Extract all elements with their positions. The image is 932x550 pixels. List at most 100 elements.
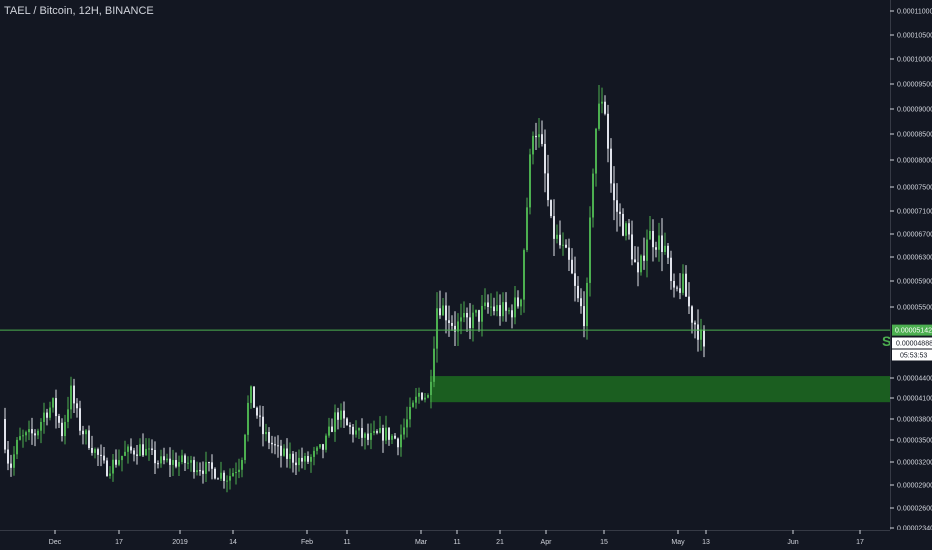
candle-body	[115, 459, 117, 465]
time-tick-label: 2019	[172, 539, 188, 546]
time-axis: Dec 17 2019 14 Feb 11 Mar 11 21 Apr 15 May 13 Jun 17	[0, 530, 890, 550]
candle-body	[694, 322, 696, 325]
candle-body	[31, 429, 33, 434]
candle-body	[178, 462, 180, 467]
support-marker: S	[882, 333, 890, 349]
candle-body	[145, 448, 147, 456]
candle-body	[655, 247, 657, 250]
candle-body	[112, 459, 114, 474]
candle-body	[412, 402, 414, 407]
candle-body	[475, 310, 477, 313]
candle-body	[316, 447, 318, 451]
price-tick-label: 0.00010500	[897, 33, 932, 40]
candle-body	[157, 463, 159, 465]
candle-body	[400, 434, 402, 448]
candle-body	[76, 403, 78, 409]
time-tick-label: 11	[343, 539, 350, 546]
candle-body	[340, 410, 342, 420]
price-tick-label: 0.00008000	[897, 158, 932, 165]
candle-body	[148, 448, 150, 450]
time-axis-background	[0, 530, 890, 550]
candle-body	[187, 462, 189, 464]
candle-body	[595, 128, 597, 174]
candle-body	[325, 435, 327, 450]
candle-body	[583, 306, 585, 327]
candle-body	[334, 412, 336, 432]
candle-body	[502, 302, 504, 317]
candle-body	[103, 455, 105, 461]
candle-body	[280, 445, 282, 456]
time-tick-label: Jun	[787, 539, 798, 546]
candle-body	[670, 257, 672, 281]
candle-body	[346, 418, 348, 426]
candle-body	[577, 285, 579, 299]
candle-body	[91, 447, 93, 453]
candle-body	[637, 262, 639, 273]
candle-body	[478, 310, 480, 322]
candle-body	[250, 386, 252, 403]
candle-body	[133, 450, 135, 455]
candle-body	[238, 469, 240, 473]
candle-body	[589, 217, 591, 283]
candle-body	[559, 234, 561, 246]
candle-body	[100, 454, 102, 456]
candle-body	[211, 462, 213, 469]
candle-body	[526, 207, 528, 251]
candle-body	[328, 426, 330, 436]
candle-body	[127, 446, 129, 452]
price-tick-label: 0.00006700	[897, 232, 932, 239]
time-tick-label: Feb	[301, 539, 313, 546]
candle-body	[7, 449, 9, 464]
candle-body	[175, 460, 177, 467]
candle-body	[427, 394, 429, 398]
candle-body	[520, 299, 522, 307]
candle-body	[394, 435, 396, 439]
candle-body	[403, 427, 405, 435]
candle-body	[658, 235, 660, 250]
candle-body	[385, 427, 387, 441]
candle-body	[409, 406, 411, 420]
candle-body	[49, 407, 51, 418]
time-tick-label: Apr	[541, 539, 553, 546]
candle-body	[241, 460, 243, 470]
candle-body	[439, 308, 441, 316]
candle-body	[580, 298, 582, 307]
candle-body	[571, 259, 573, 274]
candle-body	[142, 444, 144, 456]
candle-body	[358, 428, 360, 431]
candle-body	[634, 259, 636, 263]
candle-body	[223, 472, 225, 481]
time-tick-label: 17	[856, 539, 864, 546]
candle-body	[697, 324, 699, 340]
price-tick-label: 0.00009500	[897, 82, 932, 89]
candle-body	[673, 280, 675, 288]
candle-body	[88, 430, 90, 448]
price-tick-label: 0.00002900	[897, 483, 932, 490]
candle-body	[448, 320, 450, 323]
candle-body	[265, 432, 267, 435]
price-tick-label: 0.00009000	[897, 107, 932, 114]
candle-body	[523, 250, 525, 300]
candle-body	[208, 462, 210, 464]
candle-body	[430, 381, 432, 395]
candle-body	[121, 455, 123, 461]
candle-body	[172, 460, 174, 465]
candle-body	[532, 135, 534, 155]
candle-body	[262, 416, 264, 435]
candle-body	[676, 287, 678, 289]
candle-body	[307, 456, 309, 462]
candle-body	[277, 445, 279, 447]
candle-body	[508, 310, 510, 312]
candle-body	[445, 305, 447, 321]
candle-body	[43, 412, 45, 422]
candle-body	[52, 398, 54, 408]
price-tick-label: 0.00007100	[897, 209, 932, 216]
candle-body	[322, 444, 324, 450]
candle-body	[4, 419, 6, 450]
candle-body	[16, 439, 18, 455]
candle-body	[274, 444, 276, 446]
time-tick-label: 15	[600, 539, 608, 546]
candle-body	[139, 444, 141, 456]
candle-body	[631, 234, 633, 260]
candle-body	[214, 468, 216, 479]
